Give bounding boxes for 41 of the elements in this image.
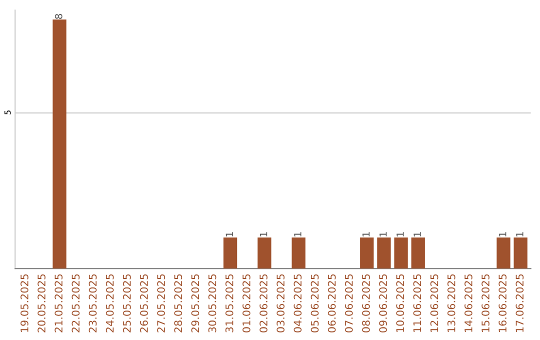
x-tick-label: 04.06.2025: [294, 274, 302, 332]
x-tick-label: 16.06.2025: [498, 274, 507, 332]
x-tick-label: 10.06.2025: [396, 274, 404, 332]
x-tick-label: 14.06.2025: [464, 274, 472, 332]
x-tick-label: 25.05.2025: [122, 274, 131, 332]
x-tick-label: 17.06.2025: [516, 274, 524, 332]
data-label: 1: [362, 232, 370, 236]
data-label: 1: [294, 232, 302, 236]
x-tick-label: 06.06.2025: [328, 274, 336, 332]
x-tick-label: 21.05.2025: [54, 274, 63, 332]
x-tick-label: 11.06.2025: [413, 274, 422, 332]
x-tick-label: 23.05.2025: [88, 274, 97, 332]
data-label: 1: [516, 232, 524, 236]
x-tick-label: 07.06.2025: [344, 274, 353, 332]
data-label: 1: [414, 232, 421, 236]
data-label: 1: [226, 232, 233, 236]
data-label: 1: [499, 232, 506, 236]
x-tick-label: 29.05.2025: [191, 274, 200, 332]
data-label: 1: [396, 232, 404, 236]
x-tick-label: 15.06.2025: [482, 274, 490, 332]
x-tick-label: 28.05.2025: [174, 274, 182, 332]
x-tick-label: 24.05.2025: [106, 274, 114, 332]
x-tick-label: 12.06.2025: [430, 274, 438, 332]
x-tick-label: 20.05.2025: [38, 274, 46, 332]
x-tick-label: 22.05.2025: [72, 274, 80, 332]
x-tick-label: 30.05.2025: [208, 274, 216, 332]
x-tick-label: 31.05.2025: [225, 274, 234, 332]
data-label: 1: [380, 232, 387, 236]
x-tick-label: 05.06.2025: [310, 274, 319, 332]
x-tick-label: 08.06.2025: [362, 274, 370, 332]
data-label: 1: [260, 232, 268, 236]
x-tick-label: 09.06.2025: [379, 274, 387, 332]
y-tick-label: 5: [4, 110, 11, 114]
x-tick-label: 26.05.2025: [140, 274, 148, 332]
x-tick-label: 13.06.2025: [447, 274, 456, 332]
data-label: 8: [54, 14, 62, 19]
x-tick-label: 27.05.2025: [157, 274, 165, 332]
x-tick-label: 03.06.2025: [276, 274, 285, 332]
x-tick-label: 01.06.2025: [242, 274, 250, 332]
x-tick-label: 02.06.2025: [260, 274, 268, 332]
x-tick-label: 19.05.2025: [20, 274, 28, 332]
